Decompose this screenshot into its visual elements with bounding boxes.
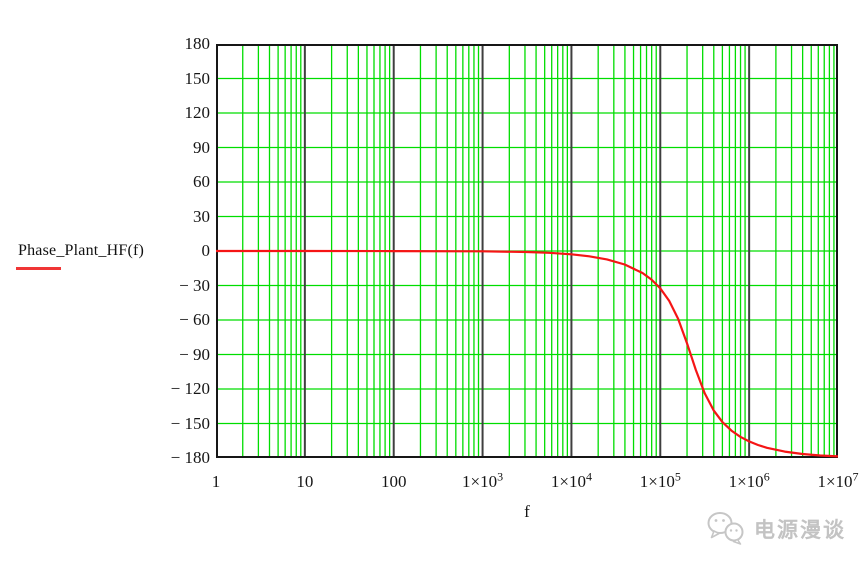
y-tick-label: 0 [201,241,211,260]
y-tick-label: 30 [193,206,210,226]
x-tick-label: 1×106 [704,469,794,492]
y-tick-label: − 90 [179,344,210,364]
y-tick-label: 60 [193,172,210,191]
trace-legend-line-sample [16,267,61,270]
x-tick-label: 1×105 [615,469,705,492]
x-tick-base: 100 [380,472,407,491]
x-tick-base: 1×10 [817,472,853,491]
watermark: 电源漫谈 [706,510,846,548]
y-tick-label: − 120 [170,379,210,398]
y-tick-label: − 30 [179,275,210,295]
x-tick-base: 1×10 [462,472,498,491]
phase-curve [216,249,838,458]
y-tick-label: − 60 [179,310,210,329]
x-tick-exponent: 7 [852,469,859,484]
x-tick-label: 10 [260,472,350,492]
phase-plot-svg [216,44,838,458]
x-axis-title: f [524,502,530,521]
x-tick-base: 1×10 [728,472,764,491]
x-tick-label: 1 [171,472,261,492]
watermark-text: 电源漫谈 [754,518,846,542]
x-tick-base: 1 [211,472,221,491]
x-tick-label: 1×107 [793,469,867,492]
x-tick-exponent: 6 [763,469,770,484]
x-tick-label: 1×103 [438,469,528,492]
y-tick-label: 120 [184,103,211,122]
y-tick-label: − 180 [170,448,210,467]
x-tick-label: 100 [349,472,439,492]
trace-legend-label: Phase_Plant_HF(f) [18,242,145,259]
wechat-bubbles-icon [707,512,744,545]
x-tick-exponent: 5 [674,469,681,484]
x-tick-base: 1×10 [550,472,586,491]
x-tick-base: 1×10 [639,472,675,491]
x-tick-base: 10 [296,472,314,491]
x-tick-exponent: 3 [497,469,504,484]
y-tick-label: 180 [184,34,211,53]
x-tick-exponent: 4 [585,469,592,484]
x-tick-label: 1×104 [526,469,616,492]
y-tick-label: − 150 [170,413,210,433]
y-tick-label: 150 [184,68,211,88]
y-tick-label: 90 [193,137,210,157]
plot-area [216,44,838,458]
